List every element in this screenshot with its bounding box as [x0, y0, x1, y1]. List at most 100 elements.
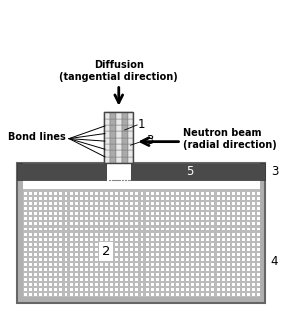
Bar	[196, 268, 199, 271]
Bar	[90, 253, 93, 256]
Bar	[104, 138, 110, 144]
Bar	[237, 207, 240, 210]
Bar	[217, 273, 220, 276]
Bar	[39, 207, 42, 210]
Bar	[34, 253, 37, 256]
Bar	[95, 192, 98, 195]
Bar	[110, 238, 113, 241]
Bar	[39, 268, 42, 271]
Bar	[128, 131, 133, 138]
Bar	[49, 227, 52, 230]
Bar	[191, 202, 194, 205]
Bar	[85, 263, 88, 266]
Bar	[60, 263, 62, 266]
Bar	[69, 233, 72, 236]
Bar	[120, 227, 123, 230]
Bar	[146, 238, 149, 241]
Bar	[151, 233, 154, 236]
Bar	[65, 238, 67, 241]
Bar	[85, 238, 88, 241]
Bar	[161, 212, 164, 215]
Bar	[54, 192, 57, 195]
Bar	[140, 207, 143, 210]
Bar	[115, 217, 118, 220]
Bar	[232, 192, 235, 195]
Bar	[100, 192, 103, 195]
Bar	[140, 223, 143, 226]
Bar	[186, 258, 189, 261]
Bar	[186, 253, 189, 256]
Bar	[227, 223, 230, 226]
Bar	[125, 294, 128, 296]
Bar	[186, 227, 189, 230]
Bar	[24, 294, 27, 296]
Bar	[54, 258, 57, 261]
Bar	[110, 112, 116, 119]
Bar	[217, 268, 220, 271]
Bar	[140, 243, 143, 246]
Bar	[90, 223, 93, 226]
Bar	[171, 268, 174, 271]
Bar	[131, 248, 133, 251]
Bar	[217, 202, 220, 205]
Bar	[257, 207, 260, 210]
Bar	[95, 294, 98, 296]
Bar	[125, 283, 128, 286]
Bar	[232, 197, 235, 200]
Bar	[146, 197, 149, 200]
Bar	[125, 248, 128, 251]
Bar	[105, 192, 108, 195]
Bar	[242, 278, 245, 281]
Bar	[247, 294, 250, 296]
Bar	[44, 233, 47, 236]
Bar	[227, 278, 230, 281]
Bar	[44, 294, 47, 296]
Bar	[217, 258, 220, 261]
Bar	[95, 278, 98, 281]
Bar	[166, 243, 169, 246]
Bar	[23, 163, 260, 191]
Bar	[90, 233, 93, 236]
Bar	[181, 227, 184, 230]
Bar	[60, 248, 62, 251]
Bar	[34, 263, 37, 266]
Bar	[115, 278, 118, 281]
Bar	[125, 268, 128, 271]
Bar	[39, 223, 42, 226]
Bar	[34, 212, 37, 215]
Bar	[100, 248, 103, 251]
Bar	[120, 202, 123, 205]
Bar	[151, 202, 154, 205]
Bar	[232, 207, 235, 210]
Bar	[181, 202, 184, 205]
Bar	[135, 243, 138, 246]
Bar	[237, 288, 240, 291]
Bar	[247, 207, 250, 210]
Bar	[242, 217, 245, 220]
Bar	[166, 227, 169, 230]
Bar	[29, 233, 32, 236]
Bar	[156, 288, 159, 291]
Bar	[18, 163, 265, 179]
Text: 3: 3	[146, 133, 154, 147]
Bar	[232, 294, 235, 296]
Bar	[125, 263, 128, 266]
Bar	[191, 207, 194, 210]
Bar	[227, 263, 230, 266]
Bar	[146, 294, 149, 296]
Bar	[242, 263, 245, 266]
Bar	[227, 258, 230, 261]
Bar	[237, 227, 240, 230]
Bar	[100, 197, 103, 200]
Bar	[217, 294, 220, 296]
Bar	[85, 223, 88, 226]
Bar	[85, 207, 88, 210]
Bar	[125, 192, 128, 195]
Bar	[171, 212, 174, 215]
Bar	[80, 243, 83, 246]
Bar	[247, 283, 250, 286]
Bar	[44, 253, 47, 256]
Bar	[181, 273, 184, 276]
Bar	[131, 288, 133, 291]
Bar	[166, 223, 169, 226]
